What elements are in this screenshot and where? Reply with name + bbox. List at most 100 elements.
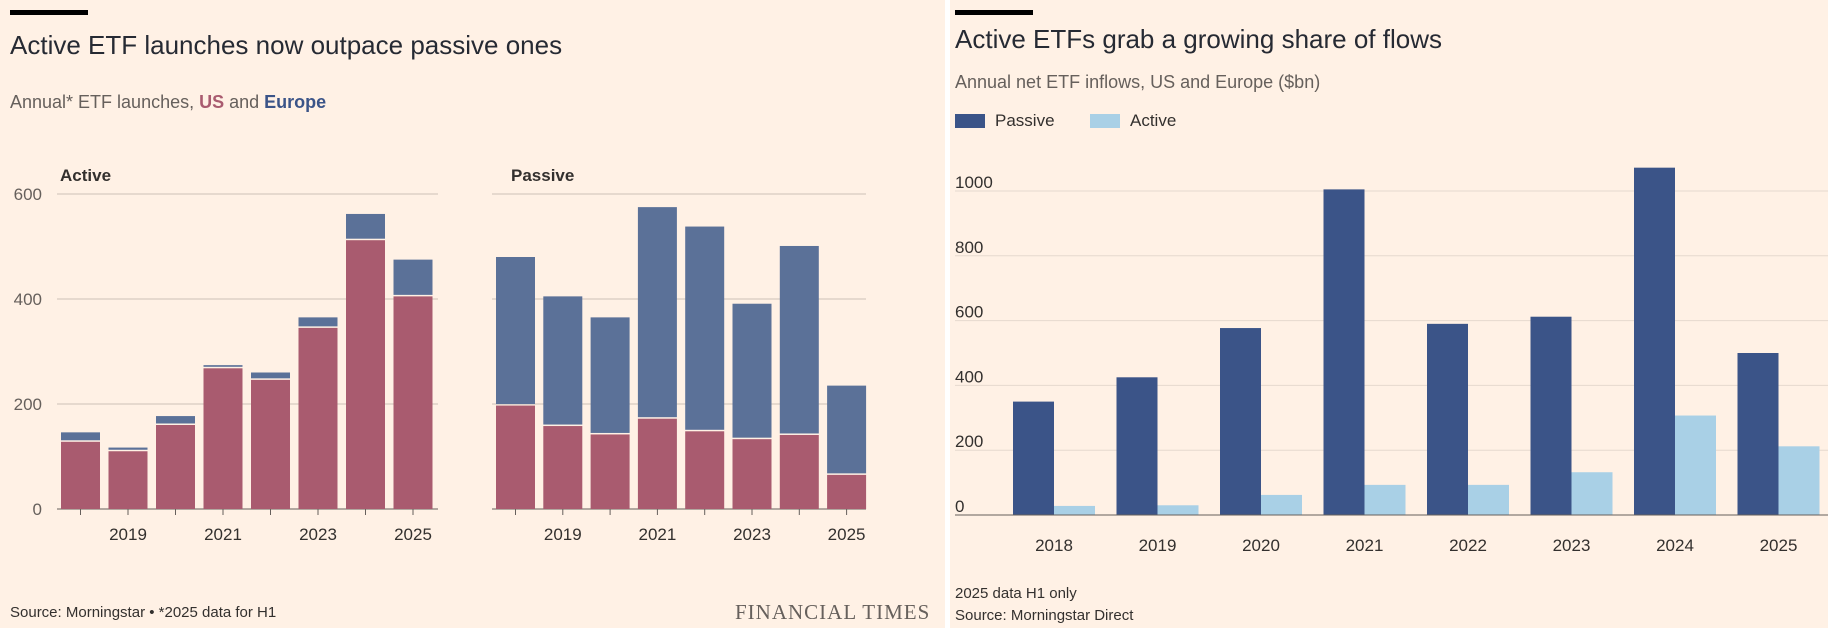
y-tick-label-200: 200	[14, 395, 42, 414]
panel-divider	[945, 0, 950, 628]
bar-active-europe-2021	[203, 365, 243, 367]
right-chart-title: Active ETFs grab a growing share of flow…	[955, 24, 1442, 54]
y-tick-label-inflows-400: 400	[955, 367, 983, 386]
bar-active-europe-2023	[298, 317, 338, 327]
subtitle-europe-label: Europe	[264, 92, 327, 112]
legend-active: Active	[1090, 111, 1176, 131]
bar-active-2024	[1675, 415, 1716, 515]
legend-passive: Passive	[955, 111, 1055, 131]
y-tick-label-inflows-200: 200	[955, 432, 983, 451]
bar-active-us-2023	[298, 327, 338, 509]
y-tick-label-400: 400	[14, 290, 42, 309]
bar-active-us-2025	[393, 296, 433, 509]
bar-passive-us-2019	[543, 426, 583, 509]
legend-label-active: Active	[1130, 111, 1177, 130]
x-tick-label-inflows-2019: 2019	[1139, 536, 1177, 555]
etf-inflows-panel: Active ETFs grab a growing share of flow…	[950, 0, 1828, 628]
bar-passive-2020	[1220, 328, 1261, 515]
financial-times-logo: FINANCIAL TIMES	[735, 600, 931, 624]
x-tick-label-inflows-2021: 2021	[1346, 536, 1384, 555]
bar-passive-2023	[1530, 316, 1572, 515]
x-tick-label-inflows-2025: 2025	[1760, 536, 1798, 555]
title-accent-bar	[10, 10, 88, 15]
bar-active-europe-2019	[108, 447, 148, 450]
bar-passive-europe-2022	[685, 226, 725, 430]
bar-passive-2025	[1737, 353, 1779, 515]
y-tick-label-inflows-1000: 1000	[955, 173, 993, 192]
x-tick-label-active-2023: 2023	[299, 525, 337, 544]
left-chart-title: Active ETF launches now outpace passive …	[10, 30, 563, 60]
bar-passive-2018	[1013, 401, 1054, 515]
title-accent-bar	[955, 10, 1033, 15]
bar-active-us-2019	[108, 451, 148, 509]
bar-passive-us-2024	[779, 434, 819, 509]
x-tick-label-passive-2023: 2023	[733, 525, 771, 544]
bar-active-us-2021	[203, 368, 243, 509]
left-chart-subtitle: Annual* ETF launches, US and Europe	[10, 92, 326, 113]
bar-active-europe-2024	[346, 213, 385, 239]
active-panel-label: Active	[60, 166, 112, 185]
bar-active-us-2018	[61, 441, 100, 509]
bar-passive-us-2023	[732, 439, 772, 509]
bar-active-2020	[1261, 494, 1302, 515]
bar-passive-us-2018	[496, 405, 535, 509]
x-tick-label-inflows-2022: 2022	[1449, 536, 1487, 555]
passive-panel-label: Passive	[511, 166, 575, 185]
bar-active-2025	[1778, 446, 1820, 515]
legend-swatch-passive	[955, 114, 985, 128]
bar-active-europe-2018	[61, 432, 100, 441]
y-tick-label-inflows-800: 800	[955, 238, 983, 257]
bar-active-us-2024	[346, 240, 385, 509]
bar-passive-us-2022	[685, 431, 725, 509]
bar-active-2023	[1571, 472, 1613, 515]
x-tick-label-passive-2025: 2025	[828, 525, 866, 544]
x-tick-label-active-2021: 2021	[204, 525, 242, 544]
bar-passive-2019	[1116, 377, 1158, 515]
bar-passive-europe-2018	[496, 257, 535, 405]
bar-active-2019	[1157, 505, 1199, 515]
bar-active-2021	[1364, 484, 1406, 515]
legend-swatch-active	[1090, 114, 1120, 128]
left-source-note: Source: Morningstar • *2025 data for H1	[10, 604, 277, 621]
data-note: 2025 data H1 only	[955, 585, 1077, 602]
x-tick-label-passive-2021: 2021	[638, 525, 676, 544]
bar-active-europe-2025	[393, 259, 433, 295]
subtitle-us-label: US	[199, 92, 225, 112]
bar-active-europe-2022	[251, 372, 290, 379]
bar-active-us-2022	[251, 379, 290, 509]
bar-passive-europe-2024	[779, 245, 819, 434]
bar-active-europe-2020	[156, 416, 195, 424]
bar-passive-europe-2025	[827, 385, 867, 474]
legend-label-passive: Passive	[995, 111, 1055, 130]
x-tick-label-inflows-2020: 2020	[1242, 536, 1280, 555]
bar-passive-europe-2020	[590, 317, 630, 433]
bar-passive-us-2020	[590, 434, 630, 509]
x-tick-label-active-2019: 2019	[109, 525, 147, 544]
bar-passive-us-2025	[827, 474, 867, 509]
x-tick-label-active-2025: 2025	[394, 525, 432, 544]
y-tick-label-inflows-0: 0	[955, 497, 964, 516]
bar-passive-2024	[1634, 167, 1675, 515]
bar-passive-2021	[1323, 189, 1365, 515]
subtitle-and: and	[224, 92, 265, 112]
bar-passive-europe-2021	[637, 207, 677, 418]
bar-active-2022	[1468, 484, 1509, 515]
stacked-launch-charts: 0 200 400 600 2019 2021 2023 2025 2019 2021 2023 20…	[14, 185, 867, 544]
x-tick-label-passive-2019: 2019	[544, 525, 582, 544]
bar-passive-europe-2019	[543, 296, 583, 425]
bar-passive-europe-2023	[732, 303, 772, 438]
bar-passive-2022	[1427, 323, 1468, 515]
right-source-note: Source: Morningstar Direct	[955, 607, 1134, 624]
inflows-bar-chart: 0 200 400 600 800 1000 2018 2019 2020 2021 2022 202…	[955, 167, 1828, 555]
x-tick-label-inflows-2024: 2024	[1656, 536, 1694, 555]
y-tick-label-600: 600	[14, 185, 42, 204]
active-vs-passive-launches-panel: Active ETF launches now outpace passive …	[10, 10, 931, 624]
x-tick-label-inflows-2018: 2018	[1035, 536, 1073, 555]
bar-passive-us-2021	[637, 418, 677, 509]
x-tick-label-inflows-2023: 2023	[1553, 536, 1591, 555]
right-chart-subtitle: Annual net ETF inflows, US and Europe ($…	[955, 72, 1321, 92]
bar-active-us-2020	[156, 425, 195, 509]
y-tick-label-0: 0	[33, 500, 42, 519]
bar-active-2018	[1054, 505, 1095, 515]
subtitle-prefix: Annual* ETF launches,	[10, 92, 200, 112]
